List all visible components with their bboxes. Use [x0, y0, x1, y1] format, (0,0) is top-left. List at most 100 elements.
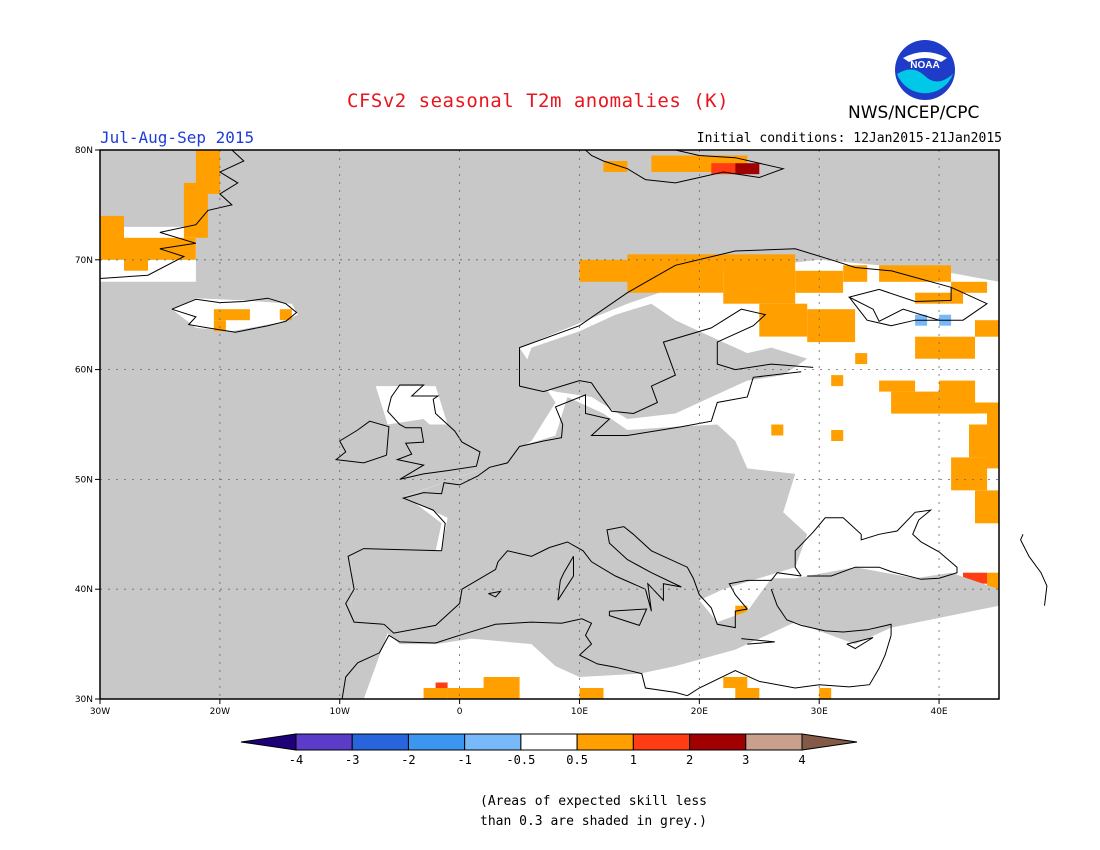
- lon-tick-label: 40E: [930, 707, 947, 717]
- anomaly-cell-orange: [423, 688, 448, 699]
- coast-france: [497, 547, 550, 563]
- anomaly-cell-darkred: [735, 163, 760, 175]
- lon-tick-label: 20W: [210, 707, 230, 717]
- anomaly-cell-orange: [831, 375, 844, 387]
- map-title: CFSv2 seasonal T2m anomalies (K): [347, 90, 730, 112]
- anomaly-cell-orange: [855, 353, 868, 365]
- colorbar-label: 4: [798, 753, 805, 767]
- west-europe-grey: [351, 397, 999, 677]
- coast-turkey-south: [770, 589, 892, 636]
- noaa-logo-wave: [897, 69, 953, 94]
- colorbar-bin: [464, 733, 522, 751]
- skill-note-line-1: (Areas of expected skill less: [480, 794, 707, 809]
- anomaly-cell-orange: [213, 320, 226, 332]
- anomaly-cell-red: [963, 572, 987, 584]
- lon-tick-label: 10E: [571, 707, 588, 717]
- lon-tick-label: 30E: [811, 707, 828, 717]
- lon-tick-label: 20E: [691, 707, 708, 717]
- lat-tick-label: 60N: [75, 366, 93, 376]
- low-skill-regions: [339, 303, 999, 677]
- anomaly-cell-orange: [975, 490, 999, 524]
- colorbar-bin: [576, 733, 634, 751]
- anomaly-cell-orange: [279, 309, 292, 321]
- coast-cyprus: [846, 637, 874, 650]
- lat-tick-label: 80N: [75, 146, 93, 156]
- colorbar-label: -2: [401, 753, 415, 767]
- coast-caspian: [1020, 534, 1048, 606]
- colorbar-label: 0.5: [566, 753, 588, 767]
- lat-tick-label: 40N: [75, 585, 93, 595]
- coast-italy: [549, 526, 802, 629]
- coast-balearic: [488, 590, 502, 598]
- colorbar-label: 1: [630, 753, 637, 767]
- coast-corsica-sardinia: [557, 556, 574, 601]
- anomaly-cell-orange: [807, 309, 856, 343]
- anomaly-cell-orange: [969, 424, 987, 458]
- colorbar-bin: [351, 733, 409, 751]
- colorbar-label: -4: [289, 753, 303, 767]
- coast-crete: [741, 638, 775, 645]
- colorbar-label: 2: [686, 753, 693, 767]
- lon-tick-label: 0: [457, 707, 463, 717]
- coast-kola: [878, 287, 952, 303]
- colorbar-bin: [295, 733, 353, 751]
- lat-tick-label: 50N: [75, 475, 93, 485]
- anomaly-cell-orange: [939, 380, 976, 403]
- anomaly-cell-orange: [195, 150, 220, 194]
- colorbar-right-arrow: [801, 733, 858, 751]
- lat-tick-label: 30N: [75, 695, 93, 705]
- coastlines: [99, 149, 1048, 700]
- anomaly-cell-orange: [831, 430, 844, 441]
- coast-scandinavia: [519, 248, 989, 387]
- anomaly-cell-orange: [951, 457, 988, 491]
- colorbar-bin: [745, 733, 803, 751]
- coast-biscay: [401, 371, 802, 551]
- scandinavia-grey: [519, 303, 808, 419]
- noaa-logo-text: NOAA: [910, 60, 939, 71]
- anomaly-cell-orange: [213, 309, 250, 321]
- anomaly-cell-orange: [735, 688, 760, 699]
- coast-ireland: [334, 420, 390, 464]
- anomaly-cell-orange: [987, 413, 999, 469]
- anomaly-cell-orange: [147, 237, 196, 260]
- anomaly-cell-orange: [915, 336, 975, 359]
- coast-levant: [687, 635, 892, 697]
- noaa-logo: NOAA: [895, 40, 955, 100]
- colorbar-bin: [520, 733, 578, 751]
- colorbar-label: -0.5: [506, 753, 535, 767]
- anomaly-cell-orange: [723, 254, 796, 304]
- map-frame: [99, 149, 1000, 700]
- coast-iberia: [345, 548, 499, 634]
- anomaly-cell-orange: [843, 265, 868, 282]
- coast-svalbard: [585, 149, 785, 184]
- anomaly-cell-orange: [879, 265, 951, 282]
- map-axis-ticks: 30W 20W 10W 0 10E 20E 30E 40E 30N 40N 50N 60N 70N 80N: [75, 146, 948, 717]
- coast-white-sea: [848, 296, 940, 327]
- colorbar-label: -3: [345, 753, 359, 767]
- coast-black-sea: [794, 509, 958, 580]
- anomaly-cell-orange: [603, 161, 628, 172]
- anomaly-cell-red: [711, 163, 736, 175]
- coast-north-africa: [341, 618, 688, 700]
- anomaly-cell-orange: [795, 270, 844, 293]
- anomaly-cell-orange: [627, 254, 724, 293]
- coast-sicily: [608, 608, 648, 627]
- anomaly-cell-orange: [447, 688, 496, 699]
- colorbar-left-arrow: [240, 733, 297, 751]
- anomaly-cell-orange: [124, 237, 148, 271]
- map-gridlines: [100, 150, 999, 699]
- anomaly-cell-orange: [759, 303, 808, 337]
- skill-note-line-2: than 0.3 are shaded in grey.): [480, 814, 707, 829]
- colorbar-bin: [632, 733, 691, 751]
- forecast-period: Jul-Aug-Sep 2015: [100, 128, 255, 147]
- colorbar-label: -1: [457, 753, 471, 767]
- lat-tick-label: 70N: [75, 256, 93, 266]
- anomaly-cell-orange: [483, 677, 520, 699]
- noaa-logo-bird: [903, 52, 947, 62]
- coast-uk: [387, 384, 481, 480]
- coast-iceland: [171, 297, 298, 333]
- anomaly-cell-orange: [879, 380, 916, 392]
- anomaly-cells: [100, 150, 999, 699]
- anomaly-cell-orange: [771, 424, 784, 436]
